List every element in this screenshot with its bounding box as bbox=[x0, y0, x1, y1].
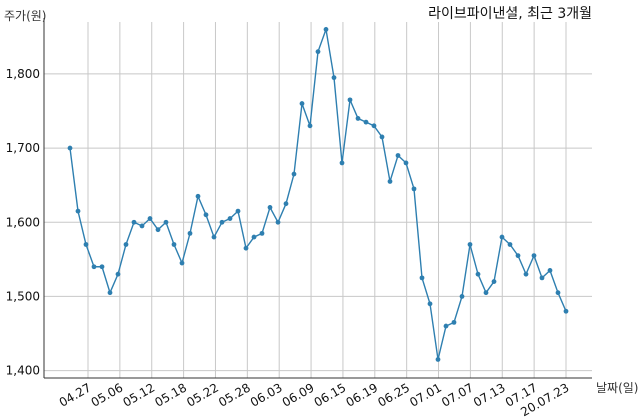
data-point bbox=[139, 223, 145, 229]
data-point bbox=[459, 294, 465, 299]
data-point bbox=[131, 219, 137, 225]
y-ticks: 1,400 1,500 1,600 1,700 1,800 bbox=[6, 67, 40, 378]
data-point bbox=[235, 208, 241, 214]
data-point bbox=[339, 160, 345, 166]
x-tick-label: 04.27 bbox=[57, 380, 94, 409]
data-point bbox=[259, 230, 265, 236]
x-tick-label: 05.22 bbox=[184, 380, 221, 409]
data-point bbox=[291, 171, 297, 177]
data-point bbox=[419, 275, 425, 281]
grid bbox=[44, 22, 592, 378]
x-tick-label: 06.09 bbox=[280, 380, 317, 409]
data-point bbox=[299, 101, 305, 106]
data-point bbox=[395, 153, 401, 158]
data-point bbox=[267, 205, 273, 210]
x-axis-label: 날짜(일) bbox=[596, 381, 638, 395]
data-point bbox=[355, 116, 361, 121]
x-tick-label: 05.06 bbox=[89, 380, 126, 409]
data-point bbox=[331, 75, 337, 81]
series bbox=[67, 26, 569, 362]
y-tick-label: 1,500 bbox=[6, 289, 40, 303]
data-point bbox=[243, 245, 249, 251]
x-tick-label: 06.25 bbox=[375, 380, 412, 409]
data-point bbox=[451, 319, 457, 325]
data-point bbox=[475, 271, 481, 277]
data-point bbox=[547, 268, 553, 273]
data-point bbox=[155, 227, 161, 233]
data-point bbox=[563, 308, 569, 314]
data-point bbox=[307, 123, 313, 129]
x-tick-label: 07.13 bbox=[471, 380, 508, 409]
data-point bbox=[147, 216, 153, 221]
x-ticks: 04.2705.0605.1205.1805.2205.2806.0306.09… bbox=[57, 380, 572, 419]
data-point bbox=[315, 49, 321, 55]
data-point bbox=[67, 145, 73, 151]
data-point bbox=[219, 219, 225, 225]
data-point bbox=[515, 253, 521, 259]
data-point bbox=[91, 264, 97, 270]
data-point bbox=[443, 323, 449, 329]
data-point bbox=[323, 27, 329, 32]
x-tick-label: 06.19 bbox=[344, 380, 381, 409]
data-point bbox=[347, 97, 353, 103]
data-point bbox=[75, 208, 81, 214]
data-point bbox=[171, 242, 177, 247]
data-point bbox=[203, 212, 209, 218]
data-point bbox=[363, 119, 369, 125]
data-point bbox=[179, 260, 185, 266]
x-tick-label: 05.12 bbox=[120, 380, 157, 409]
x-tick-label: 06.15 bbox=[312, 380, 349, 409]
x-tick-label: 06.03 bbox=[248, 380, 285, 409]
data-point bbox=[491, 279, 497, 284]
data-point bbox=[123, 242, 129, 247]
data-point bbox=[371, 123, 377, 129]
data-point bbox=[379, 134, 385, 140]
data-point bbox=[83, 242, 89, 247]
y-tick-label: 1,700 bbox=[6, 141, 40, 155]
data-point bbox=[187, 230, 193, 236]
data-point bbox=[483, 290, 489, 296]
x-tick-label: 05.18 bbox=[152, 380, 189, 409]
data-point bbox=[531, 253, 537, 259]
data-point bbox=[523, 271, 529, 277]
y-tick-label: 1,600 bbox=[6, 215, 40, 229]
data-point bbox=[499, 234, 505, 240]
data-point bbox=[403, 160, 409, 166]
data-point bbox=[283, 201, 289, 207]
series-line bbox=[69, 26, 567, 360]
x-tick-label: 07.01 bbox=[407, 380, 444, 409]
data-point bbox=[387, 179, 393, 184]
axes bbox=[43, 18, 592, 379]
data-point bbox=[211, 234, 217, 240]
data-point bbox=[427, 301, 433, 307]
data-point bbox=[163, 219, 169, 225]
y-tick-label: 1,400 bbox=[6, 364, 40, 378]
data-point bbox=[435, 357, 441, 362]
y-tick-label: 1,800 bbox=[6, 67, 40, 81]
data-point bbox=[251, 234, 257, 240]
x-tick-label: 07.07 bbox=[439, 380, 476, 409]
data-point bbox=[99, 264, 105, 270]
y-axis-label: 주가(원) bbox=[4, 9, 46, 23]
data-point bbox=[227, 216, 233, 221]
data-point bbox=[275, 219, 281, 225]
data-point bbox=[507, 242, 513, 247]
data-point bbox=[195, 193, 201, 199]
data-point bbox=[107, 290, 113, 296]
data-point bbox=[555, 290, 561, 296]
x-tick-label: 05.28 bbox=[216, 380, 253, 409]
data-point bbox=[115, 271, 121, 277]
data-point bbox=[411, 186, 417, 192]
chart-title: 라이브파이낸셜, 최근 3개월 bbox=[428, 6, 592, 22]
data-point bbox=[467, 242, 473, 247]
data-point bbox=[539, 275, 545, 281]
